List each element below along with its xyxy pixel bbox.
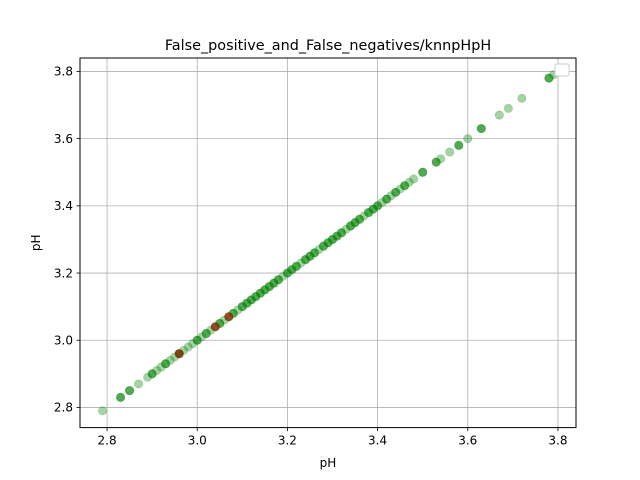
data-point bbox=[494, 110, 504, 120]
chart-title: False_positive_and_False_negatives/knnpH… bbox=[165, 38, 491, 54]
data-point bbox=[147, 369, 157, 379]
data-point bbox=[125, 386, 135, 396]
plot-frame bbox=[79, 57, 577, 429]
data-point bbox=[372, 201, 383, 211]
x-tick-label: 3.8 bbox=[548, 434, 567, 448]
data-point bbox=[382, 194, 392, 204]
data-point bbox=[273, 275, 283, 285]
false-prediction-point bbox=[210, 322, 220, 332]
x-tick-label: 3.2 bbox=[278, 434, 297, 448]
data-point bbox=[503, 103, 513, 114]
x-tick-label: 3.4 bbox=[368, 434, 387, 448]
data-point bbox=[354, 214, 365, 224]
data-point bbox=[463, 134, 473, 144]
data-point bbox=[183, 342, 193, 352]
data-point bbox=[309, 248, 320, 258]
y-tick-label: 2.8 bbox=[54, 401, 73, 415]
x-tick-label: 2.8 bbox=[98, 434, 117, 448]
data-point bbox=[201, 328, 211, 339]
data-point bbox=[431, 157, 441, 167]
data-points bbox=[97, 70, 559, 416]
data-point bbox=[192, 335, 202, 345]
y-tick-label: 3.8 bbox=[54, 65, 73, 79]
data-point bbox=[115, 392, 126, 402]
data-point bbox=[161, 359, 171, 369]
x-axis-label: pH bbox=[320, 456, 337, 470]
data-point bbox=[97, 406, 108, 416]
data-point bbox=[418, 167, 428, 177]
data-point bbox=[409, 174, 419, 184]
data-point bbox=[400, 181, 410, 191]
data-point bbox=[445, 147, 455, 157]
y-tick-label: 3.2 bbox=[54, 266, 73, 280]
y-tick-label: 3.4 bbox=[54, 199, 73, 213]
legend-box bbox=[554, 63, 570, 77]
y-tick-label: 3.6 bbox=[54, 132, 73, 146]
y-tick-label: 3.0 bbox=[54, 334, 73, 348]
data-point bbox=[291, 261, 302, 271]
data-point bbox=[134, 379, 144, 389]
axis-ticks: 2.8 3.0 3.2 3.4 3.6 3.8 2.8 3.0 3.2 3.4 3.6 3.8 bbox=[54, 65, 568, 448]
y-axis-label: pH bbox=[29, 234, 43, 251]
false-prediction-point bbox=[174, 349, 184, 359]
data-point bbox=[336, 228, 347, 238]
grid-lines bbox=[80, 58, 576, 428]
data-point bbox=[544, 73, 554, 83]
x-tick-label: 3.0 bbox=[188, 434, 207, 448]
false-prediction-point bbox=[224, 312, 234, 322]
data-point bbox=[391, 187, 401, 197]
data-point bbox=[454, 140, 464, 150]
data-point bbox=[476, 123, 486, 134]
x-tick-label: 3.6 bbox=[458, 434, 477, 448]
data-point bbox=[517, 93, 527, 103]
